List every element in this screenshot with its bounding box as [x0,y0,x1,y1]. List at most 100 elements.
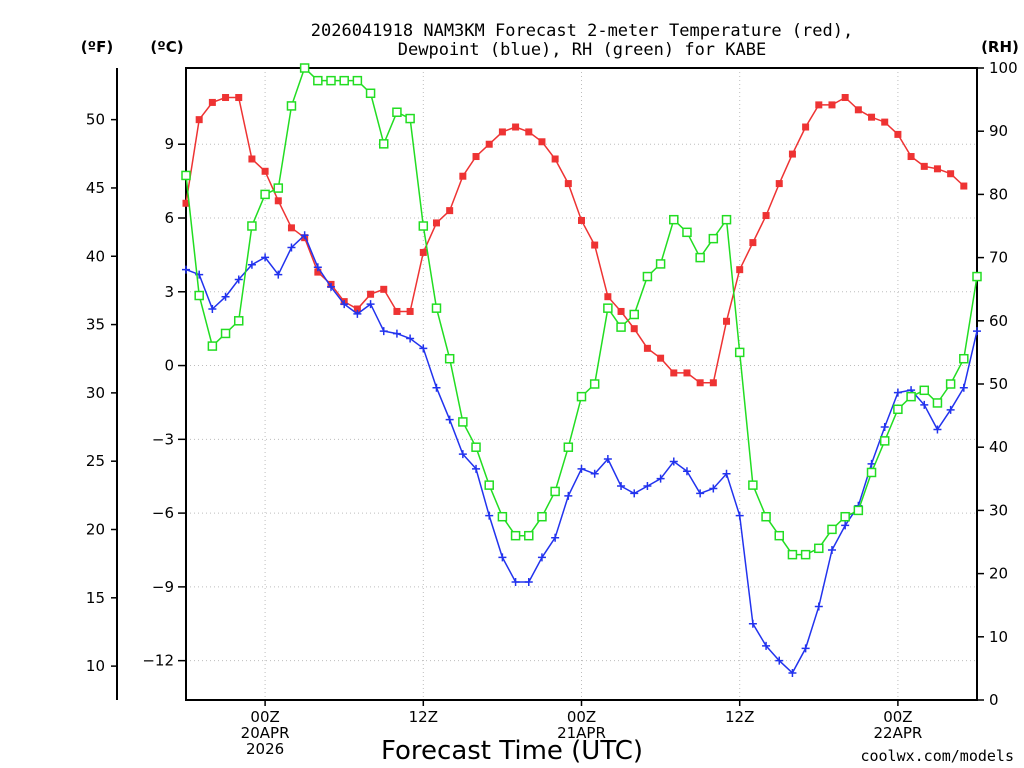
dewpoint-point [366,300,375,309]
fahrenheit-tick-label: 50 [86,111,105,129]
fahrenheit-tick-label: 45 [86,179,105,197]
rh-point [181,170,191,181]
rh-tick-label: 40 [989,438,1008,456]
dewpoint-point [867,459,876,468]
rh-point [379,139,389,149]
temperature-point [723,317,731,325]
temperature-point [538,138,546,146]
x-tick-label: 00Z [883,708,912,726]
temperature-point [459,172,467,180]
temperature-point [498,128,506,136]
rh-point [734,347,745,358]
rh-point [840,511,850,522]
rh-point [682,227,692,238]
dewpoint-point [827,545,836,554]
rh-point [207,341,218,351]
temperature-point [736,266,744,274]
temperature-point [881,118,889,126]
celsius-tick-label: −9 [152,578,174,596]
rh-point [932,398,943,408]
rh-point [431,303,442,313]
rh-point [945,379,956,389]
rh-point [919,385,930,396]
rh-point [524,530,534,541]
temperature-point [683,369,691,377]
rh-tick-label: 70 [989,249,1008,267]
dewpoint-point [617,482,626,491]
rh-point [893,404,903,415]
temperature-point [393,307,401,315]
dewpoint-point [392,329,401,338]
celsius-axis-unit: (ºC) [150,38,183,56]
rh-point [906,391,916,402]
dewpoint-point [788,668,797,677]
temperature-point [617,307,625,315]
dewpoint-point [247,260,256,269]
rh-point [365,88,376,99]
fahrenheit-axis-unit: (ºF) [81,38,113,56]
rh-point [972,271,982,282]
temperature-point [696,379,704,387]
dewpoint-point [379,327,388,336]
dewpoint-point [696,489,705,498]
rh-point [444,353,455,364]
rh-point [787,549,798,560]
rh-point [563,442,574,452]
dewpoint-point [735,511,744,520]
dewpoint-point [498,553,507,562]
dewpoint-point [551,533,560,542]
rh-point [260,189,270,200]
rh-point [603,303,613,313]
temperature-point [248,155,256,163]
dewpoint-point [300,231,309,240]
temperature-point [182,199,190,207]
data-series [181,63,982,677]
rh-tick-label: 20 [989,565,1008,583]
dewpoint-point [287,243,296,252]
dewpoint-point [221,292,230,301]
rh-point [484,480,494,490]
dewpoint-point [933,425,942,434]
dewpoint-point [537,553,546,562]
temperature-point [920,162,928,170]
rh-point [959,353,969,364]
temperature-point [670,369,678,377]
temperature-point [604,293,612,301]
grid-lines [186,68,977,700]
fahrenheit-tick-label: 30 [86,384,105,402]
rh-tick-label: 100 [989,59,1018,77]
celsius-tick-label: 3 [164,283,174,301]
temperature-point [314,268,322,276]
temperature-point [960,182,968,190]
x-axis-label: Forecast Time (UTC) [381,736,643,766]
dewpoint-point [973,327,981,336]
temperature-point [854,106,862,114]
rh-point [748,480,758,490]
temperature-point [551,155,559,163]
temperature-point [485,140,493,148]
temperature-point [775,180,783,188]
rh-point [339,75,349,86]
dewpoint-point [748,619,757,628]
dewpoint-point [630,489,639,498]
fahrenheit-tick-label: 35 [86,316,105,334]
credit-text: coolwx.com/models [860,747,1014,765]
dewpoint-point [234,275,243,284]
x-tick-label: 12Z [409,708,438,726]
dewpoint-point [406,334,415,343]
rh-tick-label: 10 [989,628,1008,646]
temperature-point [208,98,216,106]
rh-point [497,511,508,522]
rh-tick-label: 60 [989,312,1008,330]
dewpoint-point [682,467,691,476]
rh-point [814,543,824,554]
dewpoint-point [590,469,599,478]
rh-point [589,379,600,389]
temperature-point [894,130,902,138]
dewpoint-point [445,415,454,424]
temperature-point [947,170,955,178]
x-tick-label: 00Z [567,708,596,726]
dewpoint-point [669,457,678,466]
temperature-point [578,216,585,224]
